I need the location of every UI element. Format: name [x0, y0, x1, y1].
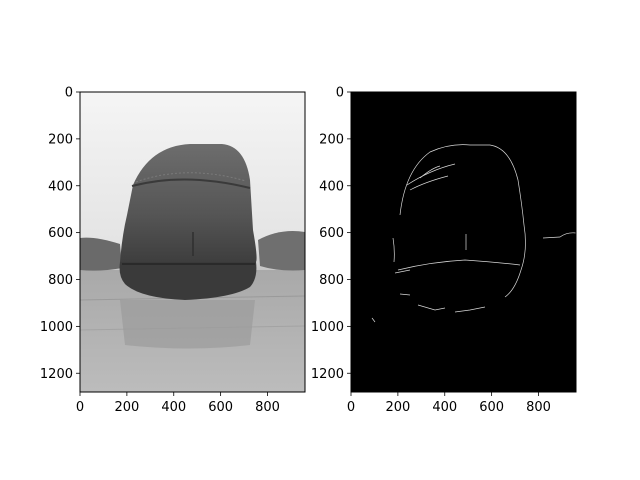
edge-map-y-tick-label: 800	[319, 273, 344, 288]
photo-panel: 0 200 400 600 800 0 200 400 600 800 1000 1200	[40, 86, 306, 415]
edge-map-y-tick-label: 400	[319, 179, 344, 194]
photo-y-axis: 0 200 400 600 800 1000 1200	[40, 86, 80, 382]
edge-map-x-tick-label: 0	[347, 400, 355, 415]
photo-y-tick-label: 200	[48, 132, 73, 147]
edge-map-y-tick-label: 200	[319, 132, 344, 147]
edge-map-y-axis: 0 200 400 600 800 1000 1200	[311, 86, 351, 382]
edge-map-x-tick-label: 200	[385, 400, 410, 415]
edge-map-y-tick-label: 1200	[311, 367, 344, 382]
edge-map-frame	[350, 91, 577, 393]
photo-y-tick-label: 800	[48, 273, 73, 288]
photo-y-tick-label: 600	[48, 226, 73, 241]
photo-y-tick-label: 400	[48, 179, 73, 194]
photo-frame	[79, 91, 306, 393]
edge-map-x-tick-label: 800	[526, 400, 551, 415]
photo-y-tick-label: 1000	[40, 320, 73, 335]
edge-map-x-axis: 0 200 400 600 800	[347, 392, 551, 415]
edge-map-y-tick-label: 1000	[311, 320, 344, 335]
photo-image	[80, 92, 305, 392]
photo-y-tick-label: 0	[65, 86, 73, 101]
photo-x-tick-label: 200	[114, 400, 139, 415]
edge-map-x-tick-label: 400	[432, 400, 457, 415]
edge-map-y-tick-label: 600	[319, 226, 344, 241]
photo-x-tick-label: 400	[161, 400, 186, 415]
photo-x-axis: 0 200 400 600 800	[76, 392, 280, 415]
edge-map-image	[351, 92, 576, 392]
edge-map-y-tick-label: 0	[336, 86, 344, 101]
photo-y-tick-label: 1200	[40, 367, 73, 382]
photo-x-tick-label: 800	[255, 400, 280, 415]
photo-x-tick-label: 0	[76, 400, 84, 415]
edge-map-panel: 0 200 400 600 800 0 200 400 600 800 1000 1200	[311, 86, 577, 415]
photo-x-tick-label: 600	[208, 400, 233, 415]
edge-map-x-tick-label: 600	[479, 400, 504, 415]
